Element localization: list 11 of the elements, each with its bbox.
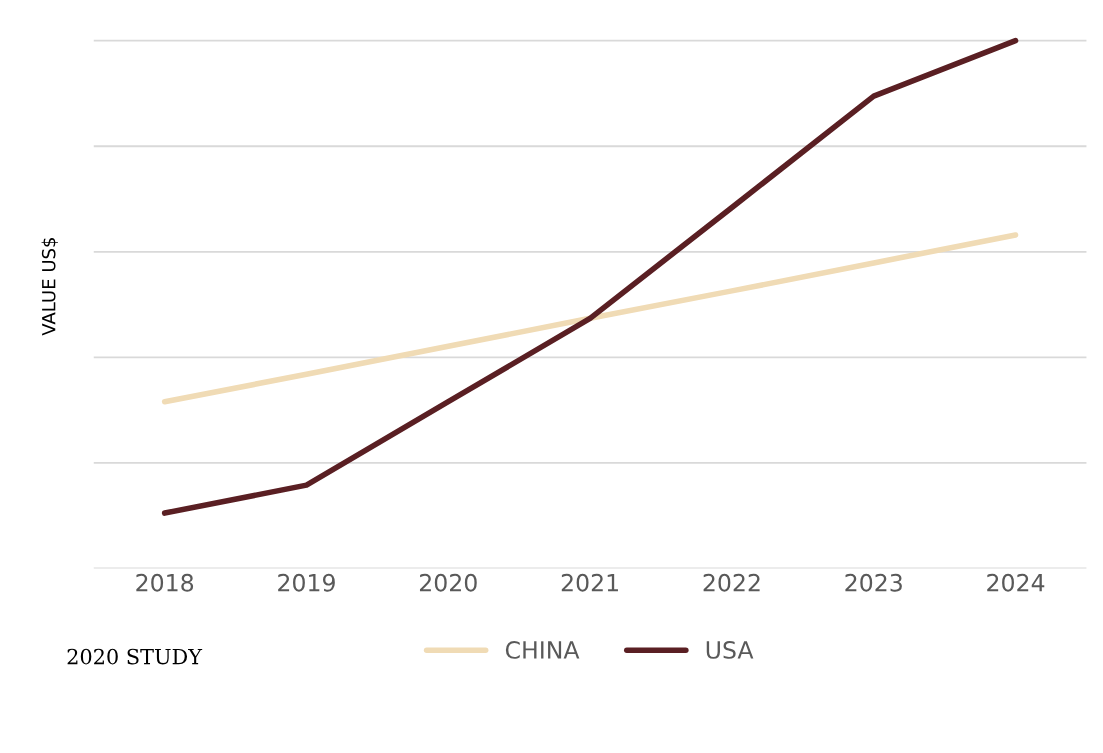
- text: 2020 STUDY: [67, 648, 203, 665]
- y-axis-title: VALUE US$: [41, 238, 58, 336]
- x-tick-label: 2022: [703, 573, 760, 592]
- x-tick-label: 2021: [561, 573, 618, 592]
- legend-label: CHINA: [505, 641, 580, 659]
- x-tick-label: 2023: [845, 573, 902, 592]
- x-tick-label: 2019: [278, 573, 335, 592]
- x-tick-label: 2018: [136, 573, 194, 592]
- x-tick-label: 2020: [419, 573, 477, 592]
- x-tick-label: 2024: [987, 573, 1045, 592]
- legend-label: USA: [706, 641, 754, 659]
